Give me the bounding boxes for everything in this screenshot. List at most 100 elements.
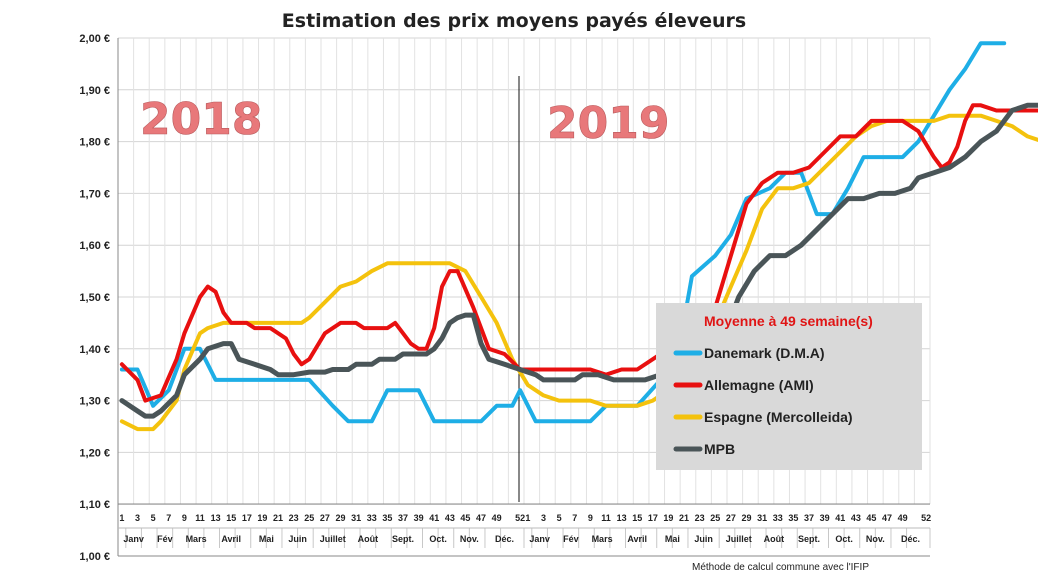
week-tick-label: 47 [882,513,892,523]
month-label: Oct. [429,534,447,544]
month-label: Déc. [901,534,920,544]
month-label: Mars [592,534,613,544]
legend-label-allemagne-ami: Allemagne (AMI) [704,377,814,393]
week-tick-label: 37 [398,513,408,523]
y-tick-label: 1,50 € [79,292,110,304]
month-label: Juillet [726,534,752,544]
x-axis: 1 3 5 7 9 11 13 15 17 19 21 23 25 27 29 31 33 35 37 39 41 43 4… [118,503,931,557]
week-tick-label: 43 [445,513,455,523]
series-line-espagne-mercolleida [119,113,1038,432]
month-label: Fév [563,534,579,544]
week-tick-label: 39 [820,513,830,523]
week-tick-label: 11 [601,513,611,523]
month-label: Nov. [866,534,885,544]
week-tick-label: 21 [679,513,689,523]
month-label: Fév [157,534,173,544]
legend-label-espagne-mercolleida: Espagne (Mercolleida) [704,409,853,425]
month-label: Août [358,534,379,544]
week-tick-label: 9 [588,513,593,523]
month-label: Nov. [460,534,479,544]
month-label: Juillet [320,534,346,544]
week-tick-label: 25 [710,513,720,523]
month-label: Déc. [495,534,514,544]
y-tick-label: 1,00 € [79,551,110,563]
week-tick-label: 41 [835,513,845,523]
month-label: Avril [221,534,241,544]
week-tick-label: 52 [921,513,931,523]
week-tick-label: 5 [557,513,562,523]
chart-title: Estimation des prix moyens payés éleveur… [282,10,746,32]
week-tick-label: 15 [226,513,236,523]
legend: Moyenne à 49 semaine(s) Danemark (D.M.A)… [656,303,922,470]
week-tick-label: 35 [788,513,798,523]
week-tick-label: 13 [211,513,221,523]
week-tick-label: 39 [414,513,424,523]
week-tick-label: 9 [182,513,187,523]
week-tick-label: 25 [304,513,314,523]
month-label: Sept. [798,534,820,544]
y-tick-label: 2,00 € [79,33,110,45]
week-tick-label: 3 [541,513,546,523]
month-label: Avril [627,534,647,544]
legend-title: Moyenne à 49 semaine(s) [704,313,873,329]
month-label: Janv [123,534,144,544]
week-tick-label: 52 [515,513,525,523]
week-tick-label: 33 [367,513,377,523]
week-tick-label: 1 [119,513,124,523]
week-tick-label: 23 [289,513,299,523]
week-tick-label: 17 [242,513,252,523]
week-tick-label: 29 [336,513,346,523]
week-tick-label: 17 [648,513,658,523]
week-tick-label: 47 [476,513,486,523]
week-tick-label: 37 [804,513,814,523]
month-label: Janv [529,534,550,544]
week-tick-label: 41 [429,513,439,523]
week-tick-label: 3 [135,513,140,523]
legend-label-danemark-d-m-a: Danemark (D.M.A) [704,345,825,361]
week-tick-label: 7 [572,513,577,523]
week-tick-label: 29 [742,513,752,523]
month-label: Mars [186,534,207,544]
week-tick-label: 33 [773,513,783,523]
week-tick-label: 31 [757,513,767,523]
y-tick-label: 1,10 € [79,499,110,511]
week-tick-label: 49 [898,513,908,523]
week-tick-label: 45 [460,513,470,523]
month-label: Juin [694,534,713,544]
week-tick-label: 27 [726,513,736,523]
month-label: Sept. [392,534,414,544]
y-axis: 2,00 € 1,90 € 1,80 € 1,70 € 1,60 € 1,50 € 1,40… [79,33,119,563]
series-line-allemagne-ami [119,103,1038,403]
y-tick-label: 1,20 € [79,447,110,459]
year-label-2018: 2018 [140,94,262,145]
week-tick-label: 11 [195,513,205,523]
week-tick-label: 19 [257,513,267,523]
week-tick-label: 5 [151,513,156,523]
week-tick-label: 13 [617,513,627,523]
y-tick-label: 1,40 € [79,344,110,356]
week-tick-label: 23 [695,513,705,523]
week-tick-label: 1 [525,513,530,523]
week-tick-label: 45 [866,513,876,523]
legend-label-mpb: MPB [704,441,735,457]
month-label: Août [764,534,785,544]
week-tick-label: 15 [632,513,642,523]
month-label: Oct. [835,534,853,544]
y-tick-label: 1,60 € [79,240,110,252]
month-label: Mai [259,534,274,544]
week-tick-label: 35 [382,513,392,523]
y-tick-label: 1,80 € [79,137,110,149]
week-tick-label: 21 [273,513,283,523]
week-tick-label: 43 [851,513,861,523]
year-label-2019: 2019 [547,98,669,149]
series-lines [119,41,1038,432]
y-tick-label: 1,90 € [79,85,110,97]
week-tick-label: 7 [166,513,171,523]
week-tick-label: 31 [351,513,361,523]
week-tick-label: 19 [663,513,673,523]
week-tick-label: 27 [320,513,330,523]
month-label: Mai [665,534,680,544]
y-tick-label: 1,30 € [79,396,110,408]
week-tick-label: 49 [492,513,502,523]
